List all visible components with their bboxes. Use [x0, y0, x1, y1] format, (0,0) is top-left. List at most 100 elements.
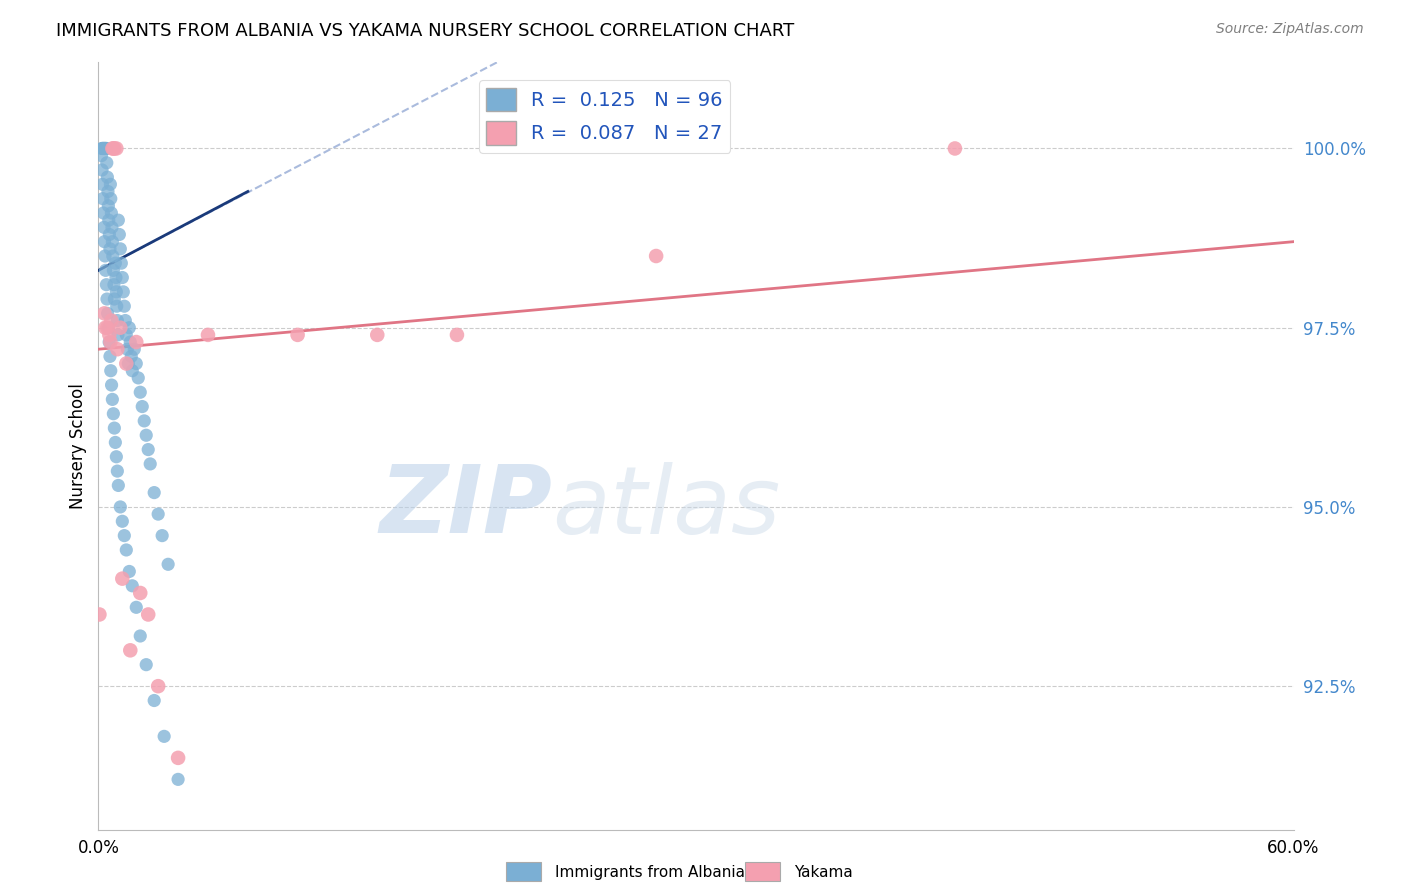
Point	[101, 249, 124, 263]
Point	[136, 442, 159, 457]
Point	[129, 586, 152, 600]
Point	[96, 170, 118, 185]
Point	[114, 313, 136, 327]
Text: ZIP: ZIP	[380, 461, 553, 553]
Point	[101, 220, 124, 235]
Point	[110, 242, 132, 256]
Point	[91, 141, 114, 155]
Point	[91, 141, 114, 155]
Point	[97, 213, 120, 227]
Point	[117, 342, 139, 356]
Point	[124, 342, 146, 356]
Point	[135, 428, 157, 442]
Point	[103, 421, 125, 435]
Point	[121, 579, 143, 593]
Point	[104, 256, 127, 270]
Point	[97, 306, 120, 320]
Point	[117, 357, 139, 371]
Point	[98, 178, 122, 192]
Point	[107, 327, 129, 342]
Text: Yakama: Yakama	[794, 865, 853, 880]
Point	[94, 320, 117, 334]
Point	[100, 378, 122, 392]
Point	[103, 407, 125, 421]
Point	[93, 306, 115, 320]
Point	[125, 357, 148, 371]
Point	[90, 148, 112, 162]
Point	[105, 285, 128, 299]
Point	[112, 299, 135, 313]
Point	[136, 607, 159, 622]
Point	[148, 679, 170, 693]
Point	[94, 141, 117, 155]
Point	[91, 163, 114, 178]
Point	[94, 141, 117, 155]
Point	[127, 371, 149, 385]
Point	[120, 643, 142, 657]
Text: IMMIGRANTS FROM ALBANIA VS YAKAMA NURSERY SCHOOL CORRELATION CHART: IMMIGRANTS FROM ALBANIA VS YAKAMA NURSER…	[56, 22, 794, 40]
Point	[97, 185, 120, 199]
Point	[134, 414, 156, 428]
Point	[100, 364, 122, 378]
Point	[107, 478, 129, 492]
Point	[150, 528, 173, 542]
Point	[104, 435, 127, 450]
Point	[366, 327, 388, 342]
Point	[96, 292, 118, 306]
Point	[98, 334, 122, 349]
Point	[91, 192, 114, 206]
Point	[110, 320, 132, 334]
Point	[110, 256, 132, 270]
Point	[105, 299, 128, 313]
Point	[143, 693, 166, 707]
Legend: R =  0.125   N = 96, R =  0.087   N = 27: R = 0.125 N = 96, R = 0.087 N = 27	[478, 79, 730, 153]
Point	[94, 249, 117, 263]
Point	[93, 141, 115, 155]
Point	[105, 313, 128, 327]
Point	[105, 450, 128, 464]
Point	[98, 242, 121, 256]
Point	[120, 350, 142, 364]
Point	[118, 565, 141, 579]
Point	[103, 263, 125, 277]
Point	[100, 192, 122, 206]
Y-axis label: Nursery School: Nursery School	[69, 383, 87, 509]
Point	[93, 206, 115, 220]
Point	[101, 392, 124, 407]
Point	[143, 485, 166, 500]
Point	[131, 400, 153, 414]
Point	[100, 313, 122, 327]
Point	[125, 334, 148, 349]
Point	[287, 327, 309, 342]
Point	[112, 528, 135, 542]
Point	[139, 457, 162, 471]
Point	[94, 263, 117, 277]
Point	[103, 277, 125, 292]
Point	[103, 292, 125, 306]
Text: Immigrants from Albania: Immigrants from Albania	[555, 865, 745, 880]
Point	[118, 320, 141, 334]
Point	[97, 320, 120, 334]
Point	[96, 156, 118, 170]
Point	[93, 141, 115, 155]
Point	[157, 558, 180, 572]
Point	[167, 772, 190, 787]
Point	[97, 199, 120, 213]
Point	[167, 751, 190, 765]
Point	[103, 141, 125, 155]
Point	[645, 249, 668, 263]
Point	[89, 607, 111, 622]
Point	[111, 270, 134, 285]
Point	[96, 320, 118, 334]
Point	[120, 334, 142, 349]
Point	[96, 141, 118, 155]
Text: Source: ZipAtlas.com: Source: ZipAtlas.com	[1216, 22, 1364, 37]
Point	[110, 500, 132, 514]
Point	[115, 327, 138, 342]
Point	[115, 543, 138, 558]
Point	[125, 600, 148, 615]
Point	[129, 385, 152, 400]
Point	[91, 141, 114, 155]
Point	[100, 206, 122, 220]
Point	[93, 220, 115, 235]
